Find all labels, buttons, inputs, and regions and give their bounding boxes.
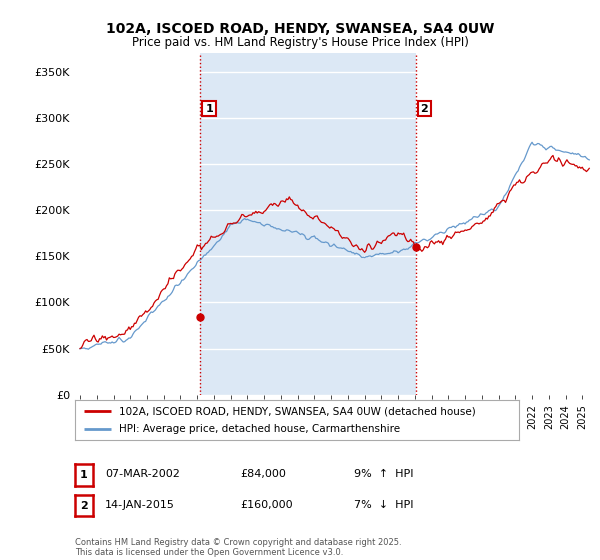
- Text: 14-JAN-2015: 14-JAN-2015: [105, 500, 175, 510]
- Text: Price paid vs. HM Land Registry's House Price Index (HPI): Price paid vs. HM Land Registry's House …: [131, 36, 469, 49]
- Text: 1: 1: [80, 470, 88, 480]
- Text: 2: 2: [80, 501, 88, 511]
- Text: £84,000: £84,000: [240, 469, 286, 479]
- Text: HPI: Average price, detached house, Carmarthenshire: HPI: Average price, detached house, Carm…: [119, 423, 401, 433]
- Text: 2: 2: [421, 104, 428, 114]
- Text: Contains HM Land Registry data © Crown copyright and database right 2025.
This d: Contains HM Land Registry data © Crown c…: [75, 538, 401, 557]
- Text: 07-MAR-2002: 07-MAR-2002: [105, 469, 180, 479]
- Text: 1: 1: [205, 104, 213, 114]
- Bar: [200, 53, 416, 395]
- Text: 102A, ISCOED ROAD, HENDY, SWANSEA, SA4 0UW: 102A, ISCOED ROAD, HENDY, SWANSEA, SA4 0…: [106, 22, 494, 36]
- Text: 7%  ↓  HPI: 7% ↓ HPI: [354, 500, 413, 510]
- Text: 9%  ↑  HPI: 9% ↑ HPI: [354, 469, 413, 479]
- Text: 102A, ISCOED ROAD, HENDY, SWANSEA, SA4 0UW (detached house): 102A, ISCOED ROAD, HENDY, SWANSEA, SA4 0…: [119, 407, 476, 417]
- Text: £160,000: £160,000: [240, 500, 293, 510]
